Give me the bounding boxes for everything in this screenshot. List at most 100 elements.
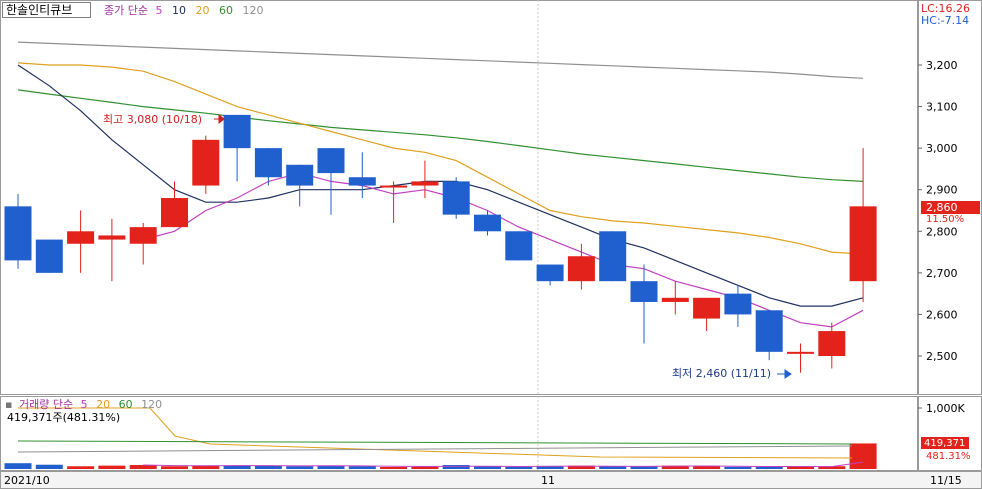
candle-body	[380, 185, 408, 188]
volume-bar	[411, 466, 439, 469]
candle-body	[98, 235, 126, 240]
candle-body	[505, 231, 533, 261]
volume-bar	[661, 465, 689, 469]
candles	[4, 114, 877, 373]
legend-ma20: 20	[195, 4, 209, 17]
volume-bar	[442, 465, 470, 469]
ma60-line	[17, 89, 864, 182]
candle-body	[129, 227, 157, 244]
legend-ma60: 60	[219, 4, 233, 17]
candle-body	[411, 181, 439, 186]
candle-body	[67, 231, 95, 244]
volume-bar	[317, 465, 345, 469]
price-tick-label: 3,100	[926, 101, 958, 114]
lc-label: LC:16.26	[921, 2, 970, 15]
volume-bar	[567, 465, 595, 469]
price-tick-label: 2,500	[926, 350, 958, 363]
price-legend-label: 종가 단순	[104, 4, 148, 17]
current-price-tag	[921, 201, 980, 214]
volume-bar	[536, 466, 564, 469]
moving-average-lines	[17, 41, 864, 328]
low-arrow-icon	[777, 369, 792, 379]
volume-ma20-line	[18, 407, 853, 459]
legend-ma120: 120	[242, 4, 263, 17]
candle-body	[348, 177, 376, 186]
price-ticks: 3,200 3,100 3,000 2,900 2,800 2,700 2,600 2,500	[918, 59, 958, 363]
volume-pane	[0, 396, 918, 471]
volume-axis	[918, 396, 982, 471]
volume-bar	[474, 466, 501, 469]
price-tick-label: 2,800	[926, 225, 958, 238]
stock-title: 한솔인티큐브	[6, 3, 72, 17]
volume-bar	[849, 443, 877, 469]
candle-body	[818, 331, 846, 356]
date-end: 11/15	[930, 474, 962, 487]
vlegend-ma5: 5	[81, 398, 88, 411]
volume-ma60-line	[17, 440, 853, 445]
candle-body	[599, 231, 627, 282]
candle-body	[693, 297, 721, 319]
hc-label: HC:-7.14	[921, 14, 969, 27]
candle-body	[849, 206, 877, 282]
candle-body	[442, 181, 470, 215]
candle-body	[474, 214, 501, 232]
candle-body	[192, 139, 220, 186]
volume-bar	[380, 467, 408, 469]
candle-body	[724, 293, 752, 315]
ma20-line	[17, 62, 864, 255]
volume-bar	[254, 465, 282, 469]
price-tick-label: 2,700	[926, 267, 958, 280]
candle-body	[161, 198, 188, 228]
volume-bar	[630, 466, 658, 469]
high-annotation: 최고 3,080 (10/18)	[103, 113, 202, 126]
volume-tick: 1,000K	[926, 402, 965, 415]
volume-bar	[98, 465, 126, 469]
candle-body	[661, 297, 689, 302]
price-legend: 종가 단순 5 10 20 60 120	[104, 4, 263, 17]
volume-bar	[818, 466, 846, 469]
current-volume: 419,371	[924, 438, 965, 449]
title-box[interactable]	[2, 2, 91, 18]
volume-bar	[4, 463, 32, 469]
vlegend-ma120: 120	[141, 398, 162, 411]
volume-bar	[192, 465, 220, 469]
price-tick-label: 2,600	[926, 308, 958, 321]
volume-bar	[787, 466, 814, 469]
legend-ma10: 10	[172, 4, 186, 17]
volume-bars	[4, 443, 877, 469]
volume-legend-label: 거래량 단순	[19, 398, 73, 411]
price-axis	[918, 0, 982, 395]
legend-ma5: 5	[155, 4, 162, 17]
candle-body	[630, 281, 658, 302]
volume-bar	[599, 466, 627, 469]
volume-bar	[67, 466, 95, 469]
ma120-line	[17, 41, 864, 79]
volume-bar	[505, 466, 533, 469]
volume-bar	[129, 465, 157, 469]
volume-bar	[348, 466, 376, 469]
current-change: 11.50%	[926, 214, 964, 225]
candle-body	[755, 310, 783, 352]
price-tick-label: 3,000	[926, 142, 958, 155]
price-tick-label: 2,900	[926, 184, 958, 197]
candle-body	[4, 206, 32, 261]
current-volume-pct: 481.31%	[926, 451, 971, 462]
volume-bar	[35, 464, 63, 469]
candle-body	[35, 239, 63, 273]
volume-bar	[223, 465, 251, 469]
candle-body	[286, 164, 314, 186]
volume-bar	[724, 466, 752, 469]
candle-body	[787, 351, 814, 354]
candle-body	[223, 114, 251, 149]
date-start: 2021/10	[4, 474, 50, 487]
current-price: 2,860	[926, 201, 958, 214]
ma10-line	[17, 64, 864, 307]
date-axis	[0, 471, 982, 489]
volume-ma120-line	[17, 445, 853, 453]
high-arrow-icon	[214, 113, 225, 125]
volume-ma5-line	[143, 461, 864, 468]
candle-body	[567, 256, 595, 282]
date-mid: 11	[541, 474, 555, 487]
vlegend-ma60: 60	[119, 398, 133, 411]
